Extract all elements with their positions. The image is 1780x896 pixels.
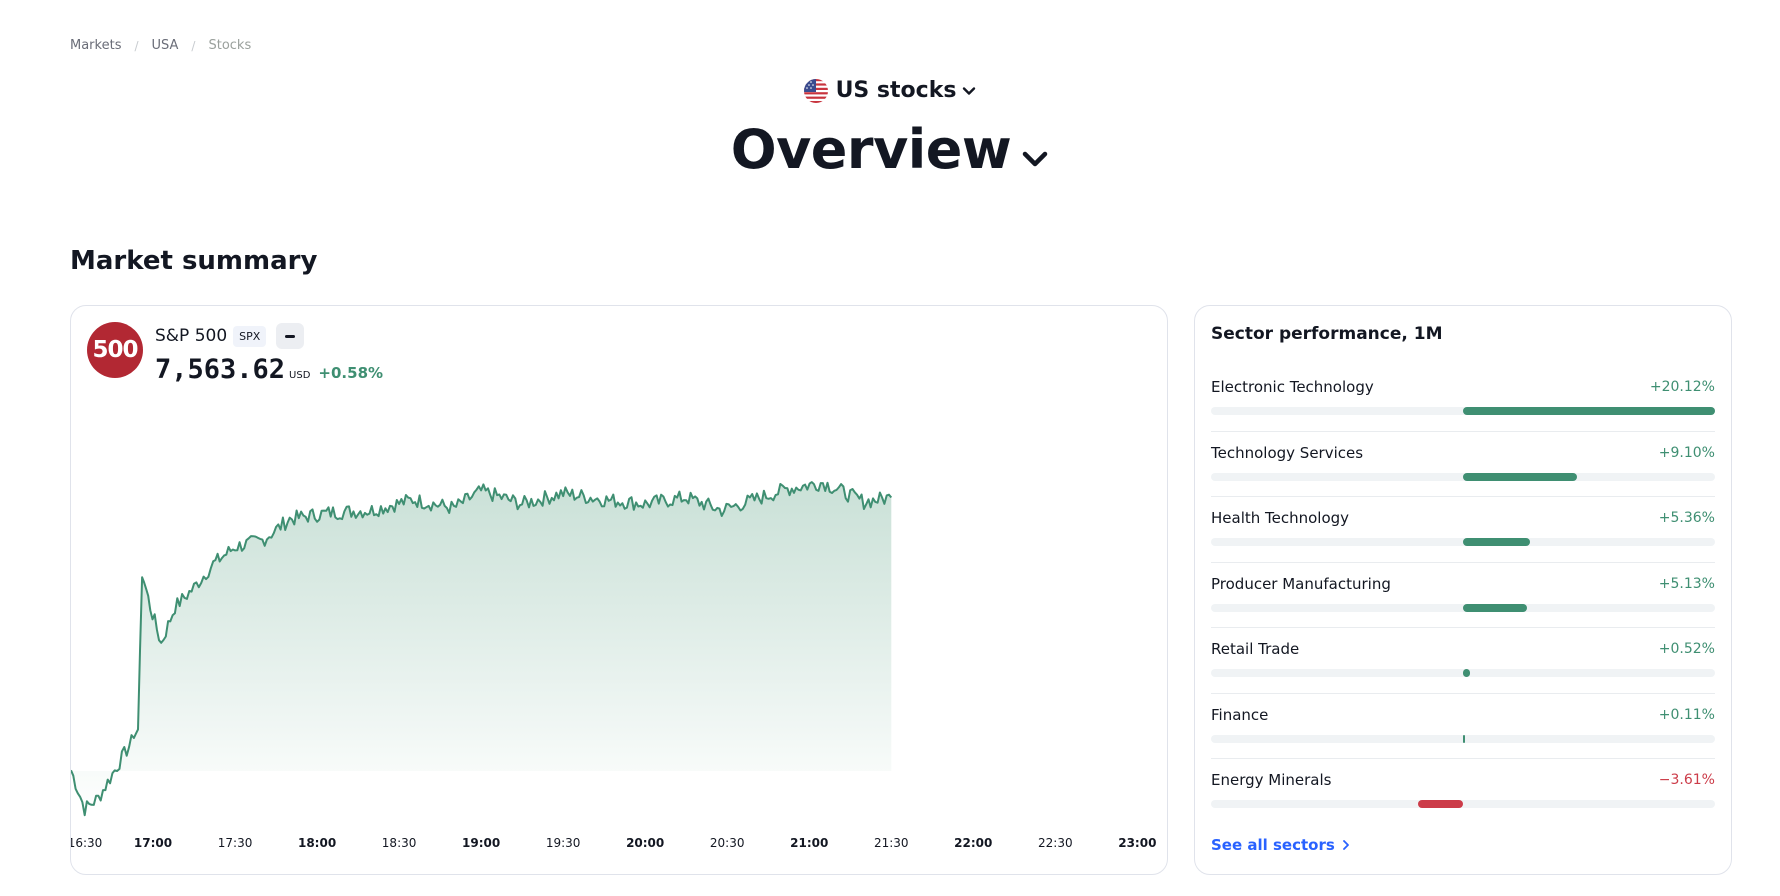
chart-series-line — [71, 481, 893, 817]
breadcrumb-separator: / — [191, 38, 196, 53]
time-axis-label: 21:00 — [790, 836, 828, 850]
sector-row[interactable]: Energy Minerals −3.61% — [1211, 759, 1715, 825]
time-axis-label: 17:30 — [218, 836, 253, 850]
sector-bar-fill — [1417, 800, 1463, 808]
sector-change: +5.36% — [1658, 510, 1715, 526]
sector-change: +5.13% — [1658, 575, 1715, 592]
page-title-selector[interactable]: Overview — [0, 118, 1780, 181]
section-title: Market summary — [70, 246, 318, 276]
market-selector[interactable]: US stocks — [0, 78, 1780, 103]
index-logo[interactable]: 500 — [87, 322, 143, 378]
sector-row[interactable]: Electronic Technology +20.12% — [1211, 366, 1715, 432]
time-axis-label: 19:00 — [462, 836, 500, 850]
time-axis-label: 17:00 — [134, 836, 172, 850]
sector-name: Electronic Technology — [1211, 378, 1374, 396]
breadcrumb-markets[interactable]: Markets — [70, 38, 122, 53]
chart-area-fill — [71, 482, 892, 816]
sector-row[interactable]: Health Technology +5.36% — [1211, 497, 1715, 563]
time-axis-label: 20:30 — [710, 836, 745, 850]
sector-performance-title[interactable]: Sector performance, 1M — [1211, 324, 1443, 344]
time-axis-label: 16:30 — [71, 836, 102, 850]
sector-bar-fill — [1463, 669, 1470, 677]
time-axis-label: 18:30 — [382, 836, 417, 850]
sector-name: Technology Services — [1211, 443, 1364, 462]
sector-bar-fill — [1463, 734, 1465, 743]
index-name[interactable]: S&P 500 — [155, 326, 228, 346]
index-currency: USD — [289, 370, 311, 381]
sector-name: Retail Trade — [1211, 640, 1300, 658]
breadcrumb-separator: / — [134, 38, 139, 53]
sector-bar-track — [1211, 407, 1715, 415]
sector-change: +20.12% — [1649, 379, 1715, 395]
chevron-right-icon — [1342, 840, 1349, 850]
time-axis-label: 19:30 — [546, 836, 581, 850]
sector-change: +0.52% — [1658, 641, 1715, 657]
sector-bar-fill — [1463, 538, 1531, 546]
index-header: 500 S&P 500 SPX 7,563.62 USD +0.58% — [87, 322, 383, 385]
market-label: US stocks — [835, 78, 957, 103]
breadcrumb-usa[interactable]: USA — [151, 38, 179, 53]
sector-performance-card: Sector performance, 1M Electronic Techno… — [1194, 305, 1732, 875]
index-chart-card[interactable]: 16:30 17:00 17:30 18:00 18:30 19:00 19:30 20:00… — [70, 305, 1168, 875]
time-axis-label: 22:30 — [1038, 836, 1073, 850]
sector-bar-track — [1211, 669, 1715, 677]
sector-row[interactable]: Retail Trade +0.52% — [1211, 628, 1715, 694]
sector-name: Producer Manufacturing — [1211, 574, 1391, 593]
sector-list: Electronic Technology +20.12% Technology… — [1211, 366, 1715, 825]
sector-bar-track — [1211, 472, 1715, 481]
time-axis-label: 22:00 — [954, 836, 992, 850]
chevron-down-icon — [963, 86, 976, 95]
sector-row[interactable]: Technology Services +9.10% — [1211, 432, 1715, 497]
minus-icon[interactable] — [276, 323, 305, 349]
time-axis-label: 21:30 — [874, 836, 909, 850]
sector-bar-fill — [1463, 407, 1715, 415]
sector-change: −3.61% — [1658, 772, 1715, 788]
sector-change: +0.11% — [1658, 706, 1715, 723]
sector-name: Health Technology — [1211, 509, 1350, 527]
breadcrumb: Markets / USA / Stocks — [70, 38, 251, 53]
us-flag-icon — [803, 78, 828, 103]
sector-bar-track — [1211, 538, 1715, 546]
page-title: Overview — [730, 118, 1012, 181]
sector-bar-fill — [1463, 472, 1577, 481]
see-all-sectors-label: See all sectors — [1211, 836, 1335, 854]
sector-row[interactable]: Producer Manufacturing +5.13% — [1211, 563, 1715, 628]
time-axis-label: 23:00 — [1118, 836, 1156, 850]
sector-bar-fill — [1463, 603, 1528, 612]
index-price: 7,563.62 — [155, 354, 286, 385]
see-all-sectors-link[interactable]: See all sectors — [1211, 836, 1351, 854]
chevron-down-icon — [1023, 151, 1048, 166]
breadcrumb-stocks: Stocks — [208, 38, 252, 53]
time-axis-label: 20:00 — [626, 836, 664, 850]
sector-row[interactable]: Finance +0.11% — [1211, 694, 1715, 759]
index-ticker-badge: SPX — [233, 325, 267, 347]
index-chart[interactable]: 16:30 17:00 17:30 18:00 18:30 19:00 19:30 20:00… — [71, 306, 1168, 875]
time-axis-label: 18:00 — [298, 836, 336, 850]
sector-change: +9.10% — [1658, 444, 1715, 461]
sector-bar-track — [1211, 734, 1715, 743]
sector-bar-track — [1211, 800, 1715, 808]
sector-name: Energy Minerals — [1211, 771, 1332, 789]
index-change: +0.58% — [318, 364, 384, 382]
sector-bar-track — [1211, 603, 1715, 612]
sector-name: Finance — [1211, 705, 1269, 724]
